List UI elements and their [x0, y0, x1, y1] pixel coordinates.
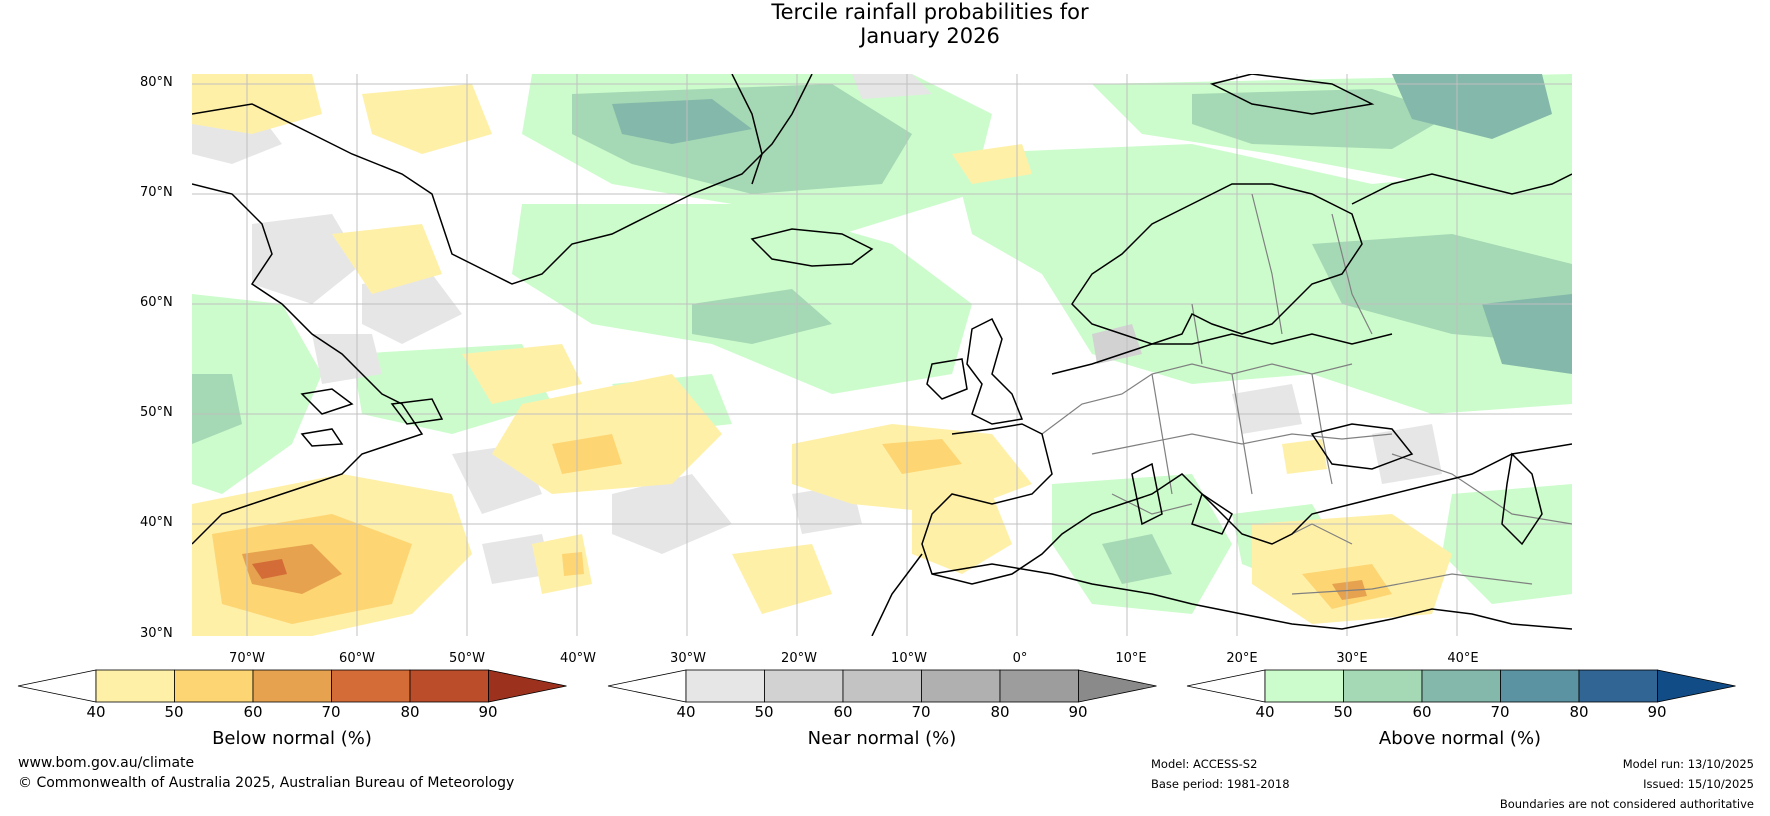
lon-label-20e: 20°E	[1226, 651, 1258, 666]
colorbar-near-segment	[999, 669, 1079, 703]
coastlines	[192, 74, 1572, 636]
lat-label-40n: 40°N	[140, 515, 173, 530]
lon-label-30w: 30°W	[670, 651, 706, 666]
lon-label-40w: 40°W	[560, 651, 596, 666]
legend-below-tick: 90	[478, 703, 498, 721]
footer-model: Model: ACCESS-S2	[1151, 757, 1258, 771]
lon-label-10w: 10°W	[891, 651, 927, 666]
lon-label-50w: 50°W	[449, 651, 485, 666]
colorbar-near-segment	[764, 669, 844, 703]
colorbar-below-low-arrow	[17, 669, 97, 703]
legend-near-tick: 50	[754, 703, 774, 721]
footer-copyright: © Commonwealth of Australia 2025, Austra…	[18, 775, 515, 791]
colorbar-near	[607, 669, 1157, 703]
legend-below-tick: 60	[243, 703, 263, 721]
colorbar-near-low-arrow	[607, 669, 687, 703]
colorbar-above-segment	[1578, 669, 1658, 703]
map-title-line2: January 2026	[860, 24, 1000, 48]
colorbar-above-segment	[1500, 669, 1580, 703]
country-borders	[1041, 193, 1572, 595]
footer-issued: Issued: 15/10/2025	[1643, 777, 1754, 791]
legend-below-tick: 40	[86, 703, 106, 721]
lon-label-40e: 40°E	[1447, 651, 1479, 666]
colorbar-below-high-arrow	[488, 669, 567, 703]
lat-label-50n: 50°N	[140, 405, 173, 420]
footer-base-period: Base period: 1981-2018	[1151, 777, 1290, 791]
colorbar-near-segment	[921, 669, 1001, 703]
map-title-line1: Tercile rainfall probabilities for	[771, 0, 1089, 24]
colorbar-below-segment	[252, 669, 332, 703]
legend-near-tick: 60	[833, 703, 853, 721]
legend-above-tick: 90	[1647, 703, 1667, 721]
legend-above-tick: 80	[1569, 703, 1589, 721]
colorbar-above	[1186, 669, 1736, 703]
lon-label-60w: 60°W	[339, 651, 375, 666]
legend-below-tick: 70	[321, 703, 341, 721]
map-title: Tercile rainfall probabilities for Janua…	[0, 0, 1770, 48]
legend-above-tick: 60	[1412, 703, 1432, 721]
legend-near-tick: 70	[911, 703, 931, 721]
lon-label-10e: 10°E	[1115, 651, 1147, 666]
colorbar-above-segment	[1421, 669, 1501, 703]
legend-below-tick: 50	[164, 703, 184, 721]
colorbar-below	[17, 669, 567, 703]
colorbar-above-segment	[1264, 669, 1344, 703]
lat-label-80n: 80°N	[140, 75, 173, 90]
map-gridlines	[192, 74, 1572, 636]
legend-near-title: Near normal (%)	[807, 728, 957, 749]
colorbar-below-segment	[409, 669, 489, 703]
legend-above-tick: 40	[1255, 703, 1275, 721]
colorbar-below-segment	[331, 669, 411, 703]
lon-label-0: 0°	[1012, 651, 1028, 666]
lat-label-30n: 30°N	[140, 626, 173, 641]
map-canvas	[192, 74, 1572, 636]
lat-label-60n: 60°N	[140, 295, 173, 310]
legend-below-tick: 80	[400, 703, 420, 721]
colorbar-near-high-arrow	[1078, 669, 1157, 703]
footer-disclaimer: Boundaries are not considered authoritat…	[1499, 797, 1754, 811]
colorbar-above-high-arrow	[1657, 669, 1736, 703]
legend-near-tick: 40	[676, 703, 696, 721]
colorbar-below-segment	[95, 669, 175, 703]
legend-above-tick: 70	[1490, 703, 1510, 721]
colorbar-above-segment	[1343, 669, 1423, 703]
lon-label-20w: 20°W	[781, 651, 817, 666]
below-normal-areas	[192, 74, 1452, 636]
colorbar-below-segment	[174, 669, 254, 703]
colorbar-near-segment	[842, 669, 922, 703]
lon-label-70w: 70°W	[229, 651, 265, 666]
rainfall-map[interactable]	[192, 74, 1572, 636]
above-normal-areas	[192, 74, 1572, 614]
footer-url[interactable]: www.bom.gov.au/climate	[18, 755, 195, 771]
legend-below-title: Below normal (%)	[212, 728, 372, 749]
lon-label-30e: 30°E	[1336, 651, 1368, 666]
legend-near-tick: 90	[1068, 703, 1088, 721]
lat-label-70n: 70°N	[140, 185, 173, 200]
footer-model-run: Model run: 13/10/2025	[1622, 757, 1754, 771]
colorbar-near-segment	[685, 669, 765, 703]
legend-above-tick: 50	[1333, 703, 1353, 721]
legend-above-title: Above normal (%)	[1378, 728, 1542, 749]
colorbar-above-low-arrow	[1186, 669, 1266, 703]
legend-near-tick: 80	[990, 703, 1010, 721]
